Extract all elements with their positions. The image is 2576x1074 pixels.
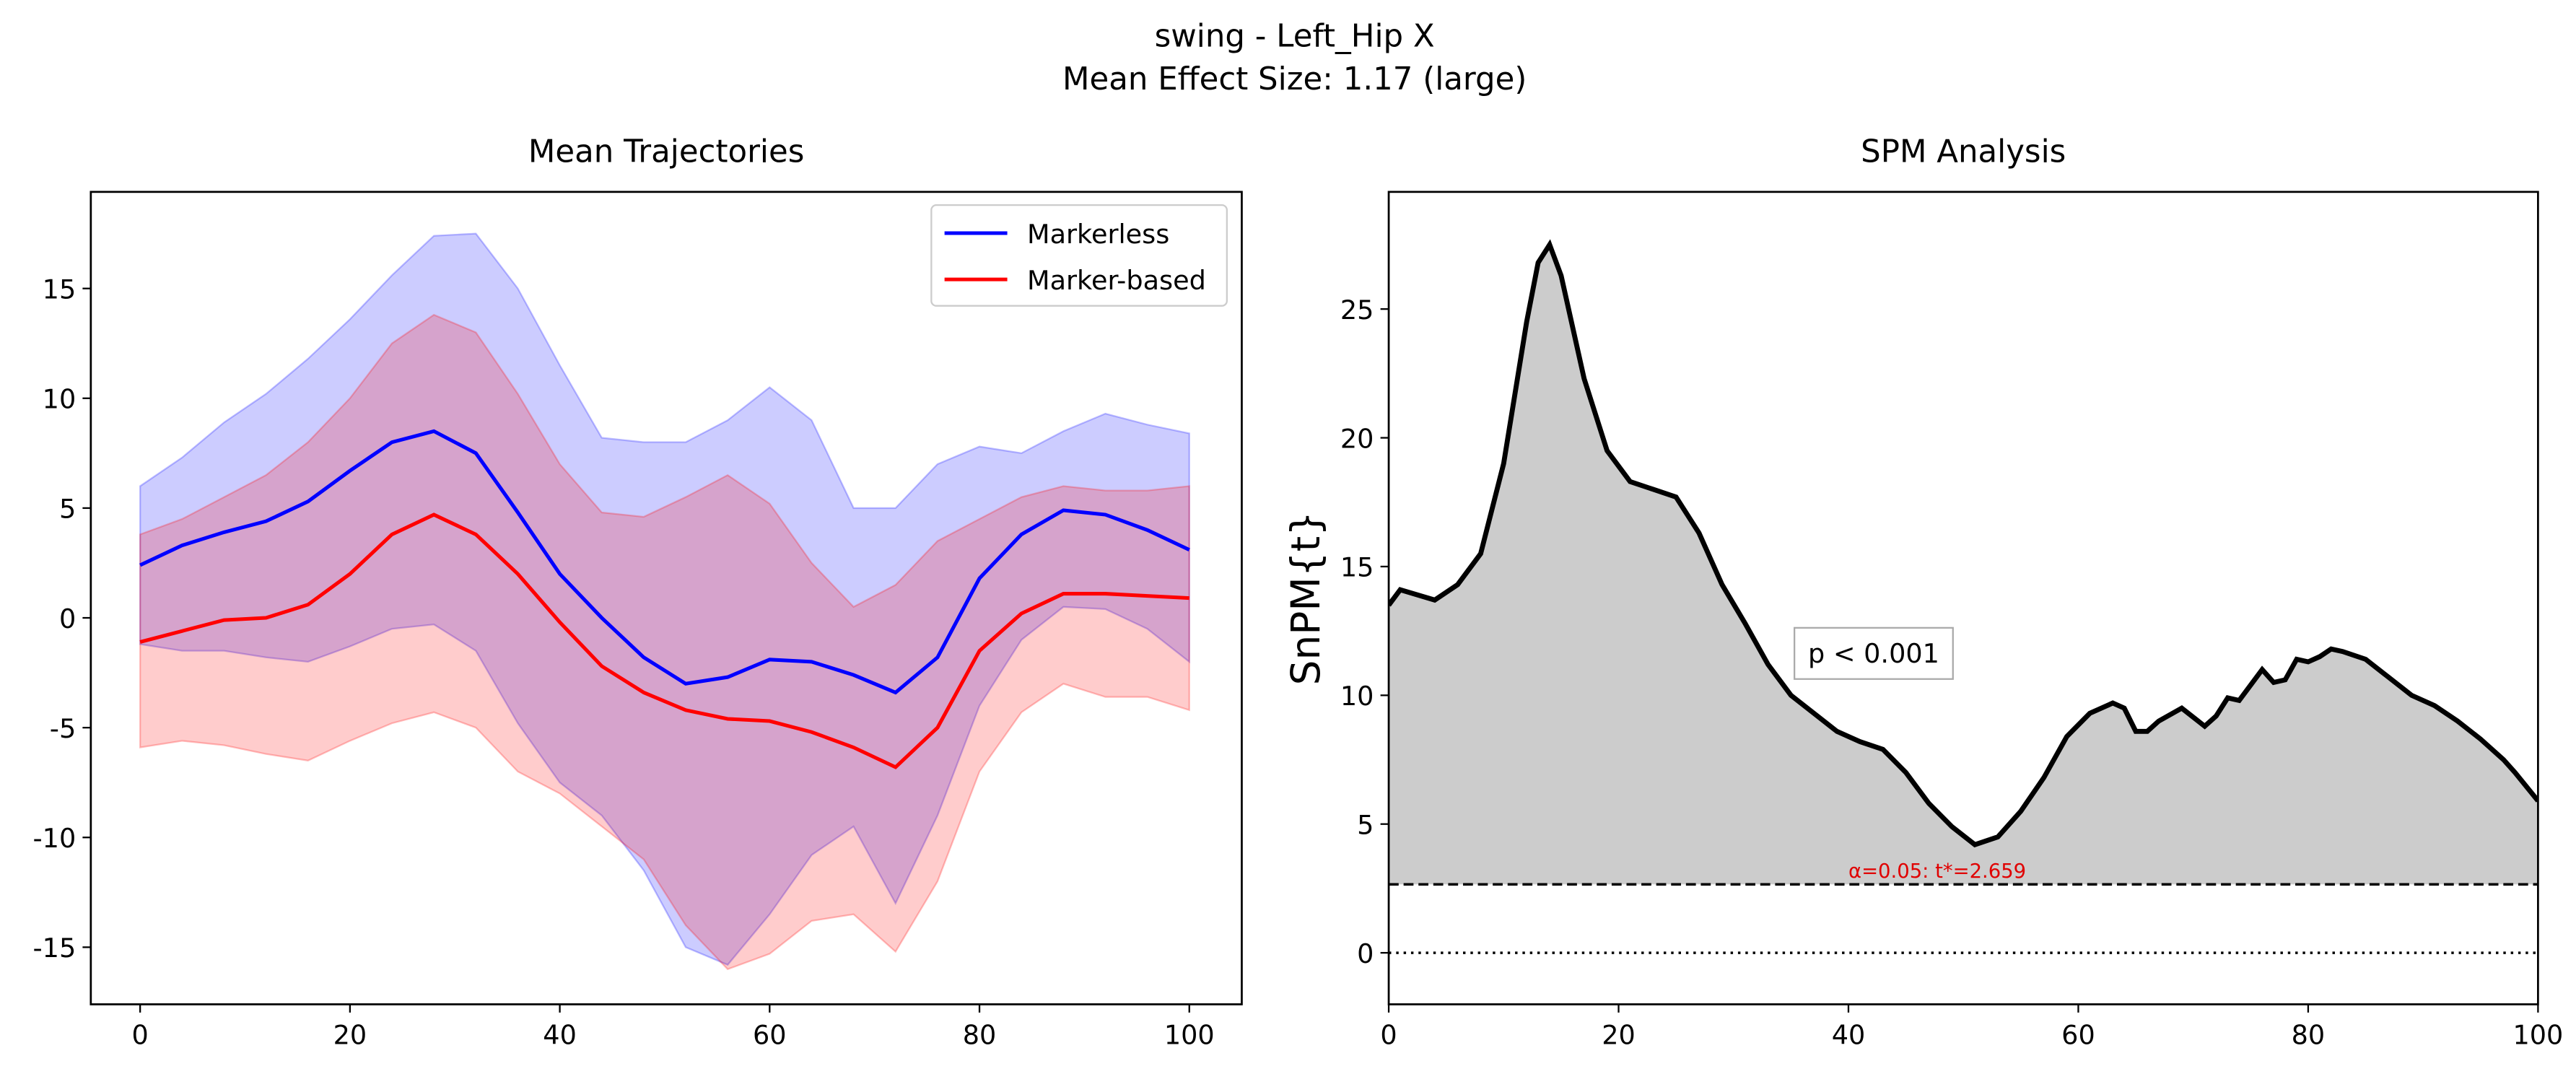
legend-label: Markerless	[1027, 219, 1169, 250]
y-tick-label: 5	[1357, 809, 1374, 840]
axes-frame	[1387, 191, 2539, 1005]
x-tick-label: 80	[2292, 1019, 2326, 1050]
annotation: p < 0.001	[1808, 638, 1939, 669]
x-tick-label: 80	[963, 1019, 997, 1050]
legend-label: Marker-based	[1027, 265, 1206, 296]
y-tick-label: 5	[59, 494, 76, 525]
x-tick-label: 0	[1380, 1019, 1397, 1050]
axes-frame	[89, 191, 1243, 1005]
y-tick-label: 15	[1340, 552, 1374, 583]
area-fill	[1389, 244, 2538, 885]
x-tick-label: 20	[333, 1019, 367, 1050]
x-tick-label: 40	[1832, 1019, 1866, 1050]
mean-line	[139, 512, 1189, 769]
x-tick-label: 20	[1602, 1019, 1636, 1050]
subplot-title: Mean Trajectories	[528, 134, 804, 170]
x-tick-label: 0	[132, 1019, 149, 1050]
x-tick-label: 60	[2061, 1019, 2095, 1050]
y-axis-label: SnPM{t}	[1283, 511, 1329, 685]
subplot-title: SPM Analysis	[1861, 134, 2066, 170]
threshold-label: α=0.05: t*=2.659	[1848, 860, 2026, 883]
y-tick-label: 10	[43, 384, 77, 415]
x-tick-label: 60	[753, 1019, 787, 1050]
band	[139, 232, 1190, 966]
y-tick-label: 20	[1340, 423, 1374, 454]
x-tick-label: 100	[1164, 1019, 1215, 1050]
band	[139, 313, 1190, 971]
y-tick-label: -5	[50, 713, 77, 744]
figure-title: swing - Left_Hip X	[1155, 19, 1435, 55]
spm-line	[1389, 239, 2538, 848]
y-tick-label: 10	[1340, 681, 1374, 712]
mean-line	[139, 429, 1190, 695]
plot-area	[139, 232, 1190, 971]
y-tick-label: 15	[43, 274, 77, 305]
y-tick-label: 0	[59, 603, 76, 634]
y-tick-label: -10	[32, 823, 76, 854]
x-tick-label: 100	[2512, 1019, 2563, 1050]
x-tick-label: 40	[543, 1019, 577, 1050]
plot-area	[1389, 239, 2538, 954]
figure-subtitle: Mean Effect Size: 1.17 (large)	[1062, 61, 1527, 97]
y-tick-label: -15	[32, 933, 76, 964]
annotation-box	[1794, 626, 1954, 680]
y-tick-label: 0	[1357, 938, 1374, 969]
y-tick-label: 25	[1340, 294, 1374, 326]
